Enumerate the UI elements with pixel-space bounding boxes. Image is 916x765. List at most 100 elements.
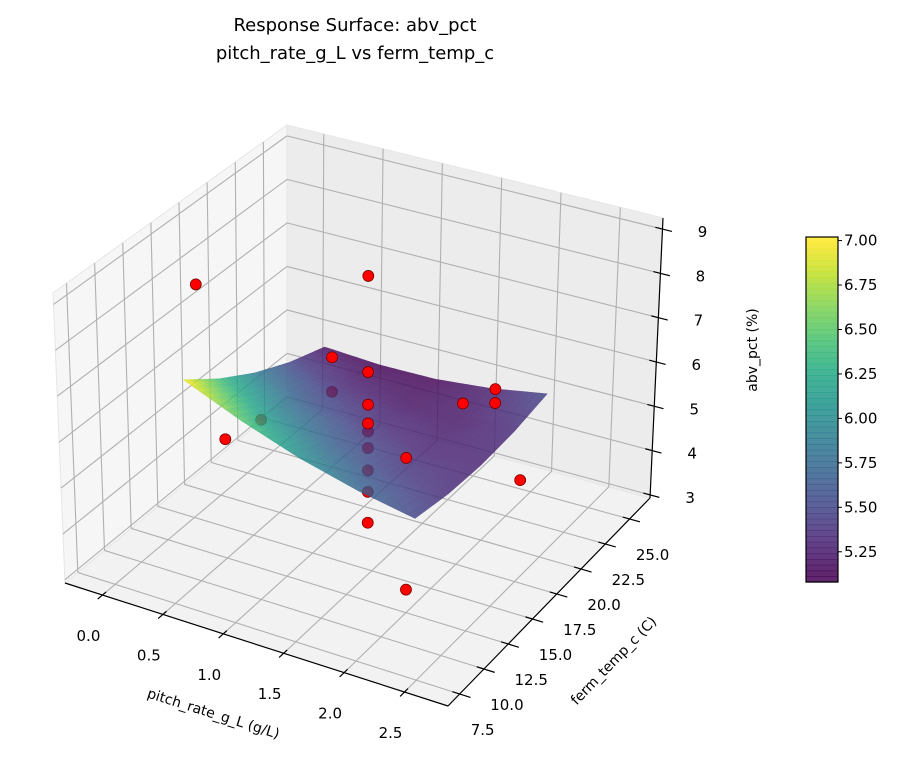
colorbar-segment: [806, 242, 838, 250]
colorbar-segment: [806, 559, 838, 566]
gridline-y-left: [150, 222, 159, 507]
colorbar-segment: [806, 386, 838, 393]
gridline-z-left: [53, 135, 288, 305]
colorbar-segment: [806, 334, 838, 342]
z-tick-mark: [649, 359, 666, 365]
z-axis-label: abv_pct (%): [745, 308, 761, 392]
colorbar-segment: [806, 294, 838, 301]
gridline-z-left: [64, 396, 288, 581]
data-point: [400, 452, 413, 464]
x-tick-label: 2.0: [318, 705, 342, 723]
colorbar-segment: [806, 507, 838, 514]
colorbar-segment: [806, 547, 838, 554]
data-point: [489, 397, 502, 409]
y-tick-label: 20.0: [587, 596, 620, 614]
colorbar-segment: [806, 495, 838, 503]
colorbar-segment: [806, 329, 838, 336]
gridline-y-left: [122, 242, 132, 529]
gridline-y-floor: [184, 483, 557, 595]
colorbar-segment: [806, 444, 838, 451]
colorbar-segment: [806, 553, 838, 560]
colorbar-segment: [806, 237, 838, 244]
z-tick-label: 5: [689, 400, 699, 418]
colorbar-segment: [806, 363, 838, 370]
x-tick-mark: [399, 688, 409, 697]
colorbar-segment: [806, 392, 838, 399]
x-tick-label: 0.0: [77, 627, 101, 645]
axes: 0.0 0.5 1.0 1.5 2.0 2.5 7.5 10.0 12.5 15.0 17.5 20.…: [64, 217, 708, 742]
colorbar-segment: [806, 421, 838, 428]
z-tick-label: 3: [685, 489, 695, 507]
colorbar-segment: [806, 265, 838, 273]
colorbar-segment: [806, 564, 838, 572]
colorbar-segment: [806, 570, 838, 577]
colorbar-segment: [806, 513, 838, 520]
gridline-x-back: [550, 192, 562, 472]
z-tick-mark: [647, 403, 664, 410]
chart-title: Response Surface: abv_pct: [233, 15, 476, 36]
colorbar-segment: [806, 501, 838, 508]
data-point: [362, 270, 375, 282]
y-tick-label: 22.5: [612, 571, 645, 589]
gridline-y-left: [206, 182, 212, 463]
colorbar-segment: [806, 536, 838, 543]
x-tick-mark: [278, 649, 288, 658]
z-tick-mark: [651, 315, 668, 321]
colorbar-tick-label: 6.75: [844, 276, 877, 294]
colorbar-segment: [806, 300, 838, 307]
gridline-z-left: [58, 265, 288, 443]
x-tick-label: 0.5: [137, 646, 161, 664]
data-point: [362, 366, 374, 378]
y-tick-mark: [500, 641, 520, 648]
data-point: [219, 433, 232, 446]
data-point: [400, 583, 412, 596]
gridline-y-floor: [211, 461, 582, 570]
y-tick-mark: [549, 591, 568, 598]
gridline-y-floor: [104, 549, 485, 670]
colorbar-segment: [806, 461, 838, 468]
chart-subtitle: pitch_rate_g_L vs ferm_temp_c: [216, 43, 494, 64]
data-point: [457, 397, 469, 410]
data-point: [362, 398, 374, 411]
gridline-x-floor: [283, 455, 495, 654]
data-point: [361, 516, 374, 529]
colorbar-segment: [806, 317, 838, 324]
z-axis-line: [649, 217, 664, 499]
colorbar-tick-label: 5.50: [844, 498, 877, 516]
gridline-y-left: [94, 263, 106, 551]
x-tick-label: 1.5: [258, 685, 282, 703]
colorbar-segment: [806, 518, 838, 526]
gridline-z-left: [55, 178, 288, 351]
data-point: [189, 278, 202, 291]
gridline-z-back: [286, 135, 663, 230]
colorbar-segment: [806, 455, 838, 462]
y-tick-mark: [598, 541, 616, 548]
gridline-z-left: [56, 222, 288, 397]
colorbar-segment: [806, 478, 838, 485]
z-tick-label: 4: [687, 445, 697, 463]
colorbar-tick-label: 6.25: [844, 365, 877, 383]
colorbar-segment: [806, 398, 838, 405]
y-tick-mark: [573, 566, 592, 573]
y-tick-mark: [525, 616, 544, 623]
y-tick-mark: [476, 666, 495, 673]
colorbar-tick-label: 6.50: [844, 320, 877, 338]
x-tick-label: 1.0: [197, 666, 221, 684]
gridline-y-floor: [157, 505, 533, 620]
colorbar-segment: [806, 346, 838, 353]
colorbar-segment: [806, 357, 838, 365]
colorbar-segment: [806, 380, 838, 388]
data-point: [326, 351, 338, 364]
gridline-z-back: [286, 222, 659, 319]
gridline-x-floor: [343, 471, 552, 674]
x-axis-line: [64, 582, 449, 707]
colorbar-segment: [806, 438, 838, 445]
x-tick-label: 2.5: [379, 724, 403, 742]
colorbar-segment: [806, 323, 838, 330]
colorbar-segment: [806, 467, 838, 474]
colorbar-segment: [806, 415, 838, 422]
z-tick-label: 9: [698, 223, 708, 241]
y-tick-label: 7.5: [471, 721, 495, 739]
colorbar-segment: [806, 248, 838, 255]
colorbar-segment: [806, 541, 838, 549]
